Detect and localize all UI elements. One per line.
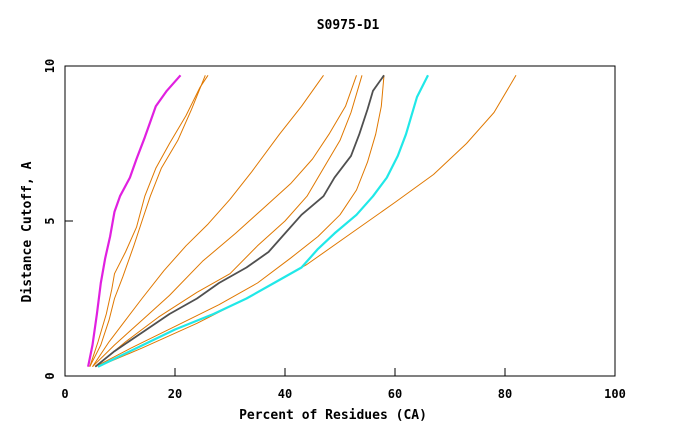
- x-tick-label: 40: [278, 387, 292, 401]
- series-line-dark-8: [94, 74, 385, 368]
- x-tick-label: 80: [498, 387, 512, 401]
- x-tick-label: 20: [168, 387, 182, 401]
- y-tick-label: 5: [43, 217, 57, 224]
- x-tick-label: 100: [604, 387, 626, 401]
- series-line-orange-5: [94, 75, 363, 368]
- y-tick-label: 10: [43, 59, 57, 73]
- y-tick-label: 0: [43, 372, 57, 379]
- series-line-orange-4: [92, 75, 357, 368]
- chart-title: S0975-D1: [317, 18, 380, 33]
- series-line-magenta-0: [87, 74, 182, 367]
- series-line-orange-3: [92, 75, 324, 367]
- series-line-orange-2: [89, 75, 206, 367]
- x-tick-label: 60: [388, 387, 402, 401]
- series-line-orange-7: [97, 75, 517, 368]
- series-layer: [87, 74, 517, 368]
- series-line-cyan-9: [97, 74, 429, 368]
- x-axis-label: Percent of Residues (CA): [239, 408, 427, 423]
- y-axis-label: Distance Cutoff, A: [20, 161, 35, 302]
- x-tick-label: 0: [61, 387, 68, 401]
- series-line-orange-6: [95, 75, 385, 368]
- series-line-orange-1: [89, 75, 209, 367]
- tick-layer: 0 20 40 60 80 100 0 5 10: [43, 59, 626, 401]
